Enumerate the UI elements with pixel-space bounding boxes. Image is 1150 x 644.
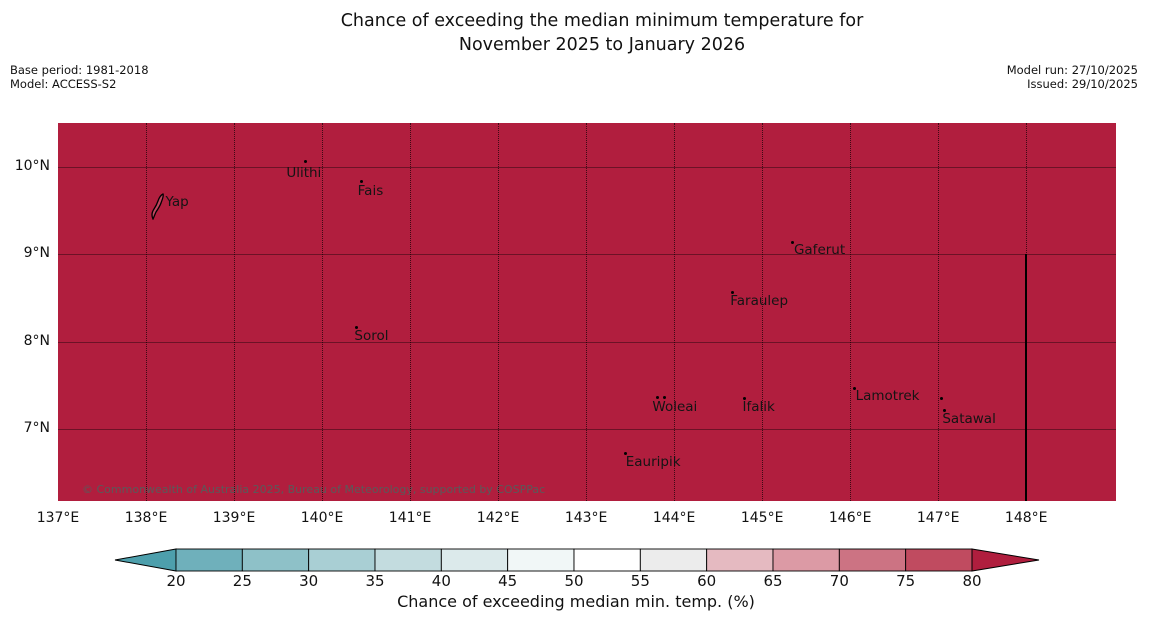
island-marker	[624, 452, 628, 456]
colorbar-tick-label: 75	[896, 572, 916, 590]
longitude-gridline	[937, 123, 939, 501]
place-label: Lamotrek	[855, 388, 920, 405]
longitude-gridline	[673, 123, 675, 501]
island-marker	[655, 396, 659, 400]
longitude-gridline	[233, 123, 235, 501]
place-label: Eauripik	[625, 453, 681, 470]
x-tick-label: 140°E	[300, 510, 344, 526]
issued-text: Issued: 29/10/2025	[1027, 76, 1138, 91]
longitude-gridline	[497, 123, 499, 501]
colorbar-tick-label: 35	[365, 572, 385, 590]
x-tick-label: 138°E	[124, 510, 168, 526]
title-line2: November 2025 to January 2026	[458, 35, 746, 55]
map-canvas: © Commonwealth of Australia 2025, Bureau…	[58, 123, 1116, 501]
region-boundary-line	[1025, 254, 1028, 501]
island-marker	[743, 397, 747, 401]
colorbar-label: Chance of exceeding median min. temp. (%…	[397, 592, 755, 611]
x-tick-label: 145°E	[740, 510, 784, 526]
island-marker	[853, 386, 857, 390]
y-tick-label: 7°N	[23, 420, 50, 437]
colorbar-tick-label: 70	[829, 572, 849, 590]
place-label: Gaferut	[793, 242, 846, 258]
place-label: Woleai	[652, 398, 698, 415]
longitude-gridline	[585, 123, 587, 501]
yap-island-icon	[148, 193, 166, 221]
x-tick-label: 143°E	[564, 510, 608, 526]
island-marker	[791, 240, 795, 244]
place-label: Ulithi	[286, 164, 322, 181]
island-marker	[730, 291, 734, 295]
island-marker	[354, 326, 358, 330]
base-period-text: Base period: 1981-2018	[10, 63, 149, 77]
island-marker	[303, 160, 307, 163]
x-tick-label: 147°E	[916, 510, 960, 526]
island-marker	[662, 396, 666, 400]
place-label: Faraulep	[730, 292, 789, 309]
colorbar-tick-label: 80	[962, 572, 982, 590]
colorbar-tick-label: 30	[299, 572, 319, 590]
latitude-gridline	[58, 429, 1116, 431]
x-tick-label: 148°E	[1004, 510, 1048, 526]
longitude-gridline	[761, 123, 763, 501]
colorbar-tick-label: 40	[431, 572, 451, 590]
island-marker	[360, 180, 364, 184]
longitude-gridline	[145, 123, 147, 501]
latitude-gridline	[58, 254, 1116, 256]
latitude-gridline	[58, 341, 1116, 343]
x-tick-label: 142°E	[476, 510, 520, 526]
island-marker	[940, 397, 944, 401]
place-label: Satawal	[942, 410, 996, 427]
place-label: Ifalik	[742, 398, 775, 415]
place-label: Sorol	[354, 327, 389, 344]
latitude-gridline	[58, 166, 1116, 168]
colorbar-tick-label: 45	[498, 572, 518, 590]
place-label: Fais	[357, 182, 384, 199]
place-label: Yap	[165, 194, 189, 211]
y-tick-label: 10°N	[14, 157, 50, 174]
copyright-text: © Commonwealth of Australia 2025, Bureau…	[82, 483, 546, 496]
page-title: Chance of exceeding the median minimum t…	[341, 9, 864, 57]
longitude-gridline	[409, 123, 411, 501]
x-tick-label: 141°E	[388, 510, 432, 526]
model-run-text: Model run: 27/10/2025	[1006, 63, 1138, 77]
model-text: Model: ACCESS-S2	[10, 76, 117, 91]
island-marker	[942, 409, 946, 413]
colorbar-tick-label: 25	[232, 572, 252, 590]
meta-left: Base period: 1981-2018 Model: ACCESS-S2	[10, 63, 149, 91]
colorbar-tick-label: 55	[630, 572, 650, 590]
longitude-gridline	[321, 123, 323, 501]
longitude-gridline	[849, 123, 851, 501]
colorbar-tick-label: 60	[697, 572, 717, 590]
y-tick-label: 9°N	[23, 245, 50, 262]
x-tick-label: 139°E	[212, 510, 256, 526]
colorbar-tick-label: 20	[166, 572, 186, 590]
x-tick-label: 137°E	[36, 510, 80, 526]
meta-right: Model run: 27/10/2025 Issued: 29/10/2025	[1006, 63, 1138, 91]
x-tick-label: 144°E	[652, 510, 696, 526]
colorbar-tick-label: 65	[763, 572, 783, 590]
y-tick-label: 8°N	[23, 332, 50, 349]
x-tick-label: 146°E	[828, 510, 872, 526]
title-line1: Chance of exceeding the median minimum t…	[340, 11, 864, 31]
colorbar	[114, 548, 1040, 572]
colorbar-tick-label: 50	[564, 572, 584, 590]
